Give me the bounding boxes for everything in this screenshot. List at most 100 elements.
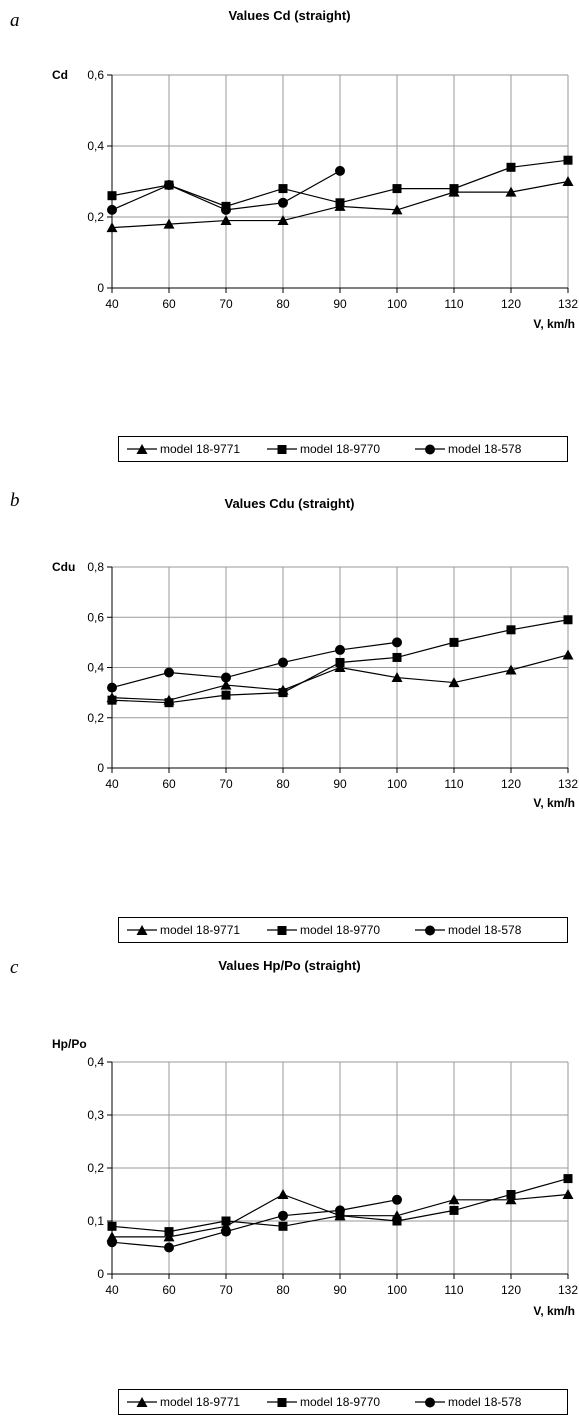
- chart-plot: 0 0,1 0,2 0,3 0,4 40 60 70 80 90 100 110 120 132 Hp/Po…: [52, 1037, 578, 1318]
- legend-swatch: [127, 1397, 157, 1407]
- data-point: [335, 657, 345, 667]
- data-point: [506, 162, 516, 172]
- x-tick-label: 132: [558, 1283, 578, 1297]
- legend-swatch: [267, 445, 297, 454]
- legend-entry: model 18-9771: [127, 918, 240, 942]
- data-point: [335, 198, 345, 208]
- data-point: [506, 625, 516, 635]
- x-tick-label: 132: [558, 297, 578, 311]
- grid: [112, 1061, 569, 1274]
- data-point: [107, 682, 117, 693]
- chart-panel-a: a Values Cd (straight) 0 0,2 0,4 0,6 40 60 70 8…: [0, 0, 579, 475]
- data-point: [448, 677, 460, 688]
- data-point: [277, 215, 289, 226]
- x-tick-label: 80: [276, 1283, 290, 1297]
- data-point: [392, 652, 402, 662]
- legend-marker: [425, 1397, 435, 1408]
- x-tick-label: 80: [276, 297, 290, 311]
- data-point: [563, 155, 573, 165]
- y-tick-label: 0: [97, 761, 104, 775]
- x-axis-label: V, km/h: [533, 1304, 575, 1318]
- legend-label: model 18-9771: [160, 1395, 241, 1409]
- data-point: [278, 688, 288, 698]
- legend-swatch: [127, 925, 157, 935]
- panel-label: a: [10, 10, 20, 31]
- legend-marker: [136, 444, 148, 454]
- legend-label: model 18-9770: [300, 442, 381, 456]
- data-point: [391, 672, 403, 683]
- data-point: [278, 1221, 288, 1231]
- data-point: [505, 664, 517, 675]
- legend-marker: [136, 925, 148, 935]
- x-tick-label: 70: [219, 297, 233, 311]
- data-point: [505, 1194, 517, 1205]
- data-point: [221, 204, 231, 215]
- data-point: [164, 698, 174, 708]
- x-tick-label: 110: [444, 777, 463, 791]
- y-tick-label: 0,6: [87, 68, 104, 82]
- data-point: [221, 1226, 231, 1237]
- legend-label: model 18-9771: [160, 923, 241, 937]
- chart-legend: model 18-9771 model 18-9770 model 18-578: [118, 917, 568, 943]
- data-point: [563, 1174, 573, 1184]
- legend-label: model 18-578: [448, 442, 522, 456]
- series-model-18-578: [107, 165, 345, 215]
- y-tick-label: 0,2: [87, 711, 104, 725]
- x-tick-label: 110: [444, 1283, 463, 1297]
- panel-label: c: [10, 957, 19, 978]
- series-model-18-9770: [107, 615, 573, 708]
- legend-entry: model 18-9770: [267, 1390, 380, 1414]
- legend-marker: [136, 1397, 148, 1407]
- y-tick-label: 0,3: [87, 1108, 104, 1122]
- chart-legend: model 18-9771 model 18-9770 model 18-578: [118, 436, 568, 462]
- legend-label: model 18-578: [448, 1395, 522, 1409]
- legend-entry: model 18-578: [415, 918, 521, 942]
- data-point: [163, 1231, 175, 1242]
- y-tick-label: 0,1: [87, 1214, 104, 1228]
- x-tick-label: 90: [333, 1283, 347, 1297]
- y-tick-label: 0: [97, 281, 104, 295]
- x-tick-label: 60: [162, 777, 176, 791]
- chart-panel-c: c Values Hp/Po (straight) 0 0,1 0,2 0,3 0,4 4…: [0, 947, 579, 1423]
- data-point: [164, 180, 174, 191]
- legend-marker: [425, 444, 435, 455]
- data-point: [220, 215, 232, 226]
- x-tick-label: 60: [162, 297, 176, 311]
- x-tick-label: 40: [105, 777, 119, 791]
- chart-plot: 0 0,2 0,4 0,6 0,8 40 60 70 80 90 100 110 120 132 Cdu V,…: [52, 560, 578, 810]
- legend-entry: model 18-9771: [127, 1390, 240, 1414]
- series-model-18-578: [107, 637, 402, 693]
- data-point: [449, 1205, 459, 1215]
- series-line: [111, 1199, 398, 1249]
- data-point: [164, 1242, 174, 1253]
- x-tick-label: 120: [501, 297, 521, 311]
- data-point: [562, 1189, 574, 1199]
- legend-swatch: [415, 1397, 445, 1408]
- data-point: [278, 197, 288, 208]
- x-tick-label: 70: [219, 1283, 233, 1297]
- data-point: [107, 1221, 117, 1231]
- legend-marker: [277, 926, 287, 935]
- x-tick-label: 100: [387, 1283, 407, 1297]
- panel-label: b: [10, 490, 20, 511]
- data-point: [335, 165, 345, 176]
- data-point: [107, 191, 117, 201]
- x-tick-label: 80: [276, 777, 290, 791]
- data-point: [506, 1190, 516, 1199]
- data-point: [392, 184, 402, 194]
- data-point: [505, 186, 517, 197]
- chart-legend: model 18-9771 model 18-9770 model 18-578: [118, 1389, 568, 1415]
- y-tick-label: 0: [97, 1267, 104, 1281]
- x-tick-label: 120: [501, 777, 521, 791]
- data-point: [562, 649, 574, 660]
- legend-entry: model 18-9771: [127, 437, 240, 461]
- x-tick-label: 70: [219, 777, 233, 791]
- chart-title: Values Cdu (straight): [224, 496, 355, 511]
- legend-label: model 18-578: [448, 923, 522, 937]
- data-point: [392, 637, 402, 648]
- chart-title: Values Hp/Po (straight): [218, 958, 361, 973]
- data-point: [278, 184, 288, 194]
- data-point: [220, 679, 232, 690]
- series-model-18-578: [107, 1194, 402, 1253]
- grid: [112, 566, 569, 768]
